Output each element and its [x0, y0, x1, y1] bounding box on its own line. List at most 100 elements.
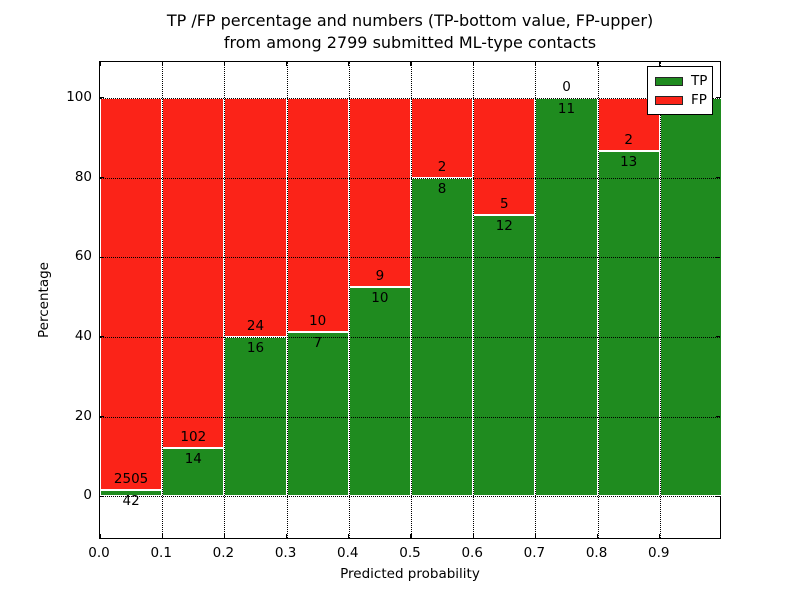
fp-count-label: 24 — [246, 317, 265, 334]
x-tick — [596, 534, 599, 538]
fp-bar — [224, 97, 287, 337]
tp-count-label: 7 — [313, 335, 322, 352]
tp-bar — [162, 448, 225, 497]
x-tick — [472, 534, 474, 538]
x-axis-label: Predicted probability — [340, 566, 480, 582]
x-tick-label: 0.0 — [88, 545, 110, 561]
x-tick-label: 0.2 — [212, 545, 235, 561]
fp-count-label: 2 — [624, 131, 633, 148]
x-tick — [348, 62, 350, 66]
fp-bar — [286, 97, 349, 333]
y-tick — [716, 256, 720, 258]
y-tick-label: 100 — [66, 88, 92, 105]
tp-bar — [659, 97, 722, 497]
tp-count-label: 16 — [246, 339, 265, 356]
tp-count-label: 13 — [620, 153, 638, 170]
x-tick — [99, 62, 101, 66]
vertical-gridline — [286, 62, 288, 538]
tp-bar — [100, 489, 163, 497]
legend-swatch-fp-icon — [655, 96, 683, 105]
vertical-gridline — [224, 62, 226, 538]
fp-bar — [473, 97, 536, 215]
x-tick-label: 0.3 — [274, 545, 297, 561]
legend-swatch-tp-icon — [655, 77, 683, 86]
x-tick — [223, 62, 226, 66]
fp-count-label: 2505 — [113, 470, 149, 487]
horizontal-gridline — [100, 97, 720, 99]
y-tick-label: 20 — [74, 407, 92, 424]
vertical-gridline — [162, 62, 164, 538]
y-tick-label: 80 — [74, 168, 92, 185]
tp-count-label: 12 — [495, 217, 513, 234]
x-tick — [410, 534, 412, 538]
fp-count-label: 0 — [562, 78, 571, 95]
y-tick-label: 60 — [74, 248, 92, 265]
tp-bar — [286, 332, 349, 497]
y-axis-label: Percentage — [36, 262, 52, 338]
plot-area: 250542102142416107910285120112137 — [99, 61, 722, 539]
fp-bar — [162, 97, 225, 449]
y-tick — [716, 97, 720, 99]
tp-count-label: 8 — [437, 180, 447, 197]
chart-title: TP /FP percentage and numbers (TP-bottom… — [99, 10, 721, 54]
fp-count-label: 2 — [437, 158, 447, 175]
tp-bar — [535, 97, 598, 497]
tp-count-label: 10 — [371, 289, 389, 306]
horizontal-gridline — [100, 496, 720, 498]
y-tick-label: 40 — [74, 327, 92, 344]
horizontal-gridline — [100, 336, 720, 338]
fp-bar — [100, 97, 163, 490]
y-tick — [100, 176, 104, 179]
y-tick — [100, 336, 104, 338]
fp-bar — [348, 97, 411, 287]
tp-bar — [348, 286, 411, 497]
horizontal-gridline — [100, 177, 720, 179]
x-tick-label: 0.5 — [399, 545, 421, 561]
y-tick — [716, 336, 720, 338]
y-tick — [716, 176, 720, 179]
x-tick — [534, 62, 537, 66]
fp-count-label: 5 — [500, 195, 509, 212]
y-tick — [100, 97, 104, 99]
horizontal-gridline — [100, 416, 720, 418]
x-tick — [99, 534, 101, 538]
x-tick — [161, 534, 163, 538]
x-tick — [285, 534, 288, 538]
legend-label-fp: FP — [691, 92, 707, 108]
y-tick — [100, 415, 104, 418]
x-tick — [285, 62, 288, 66]
x-tick-label: 0.7 — [523, 545, 546, 561]
x-tick — [472, 62, 474, 66]
vertical-gridline — [659, 62, 661, 538]
horizontal-gridline — [100, 257, 720, 259]
x-tick — [659, 62, 661, 66]
legend-label-tp: TP — [691, 73, 708, 89]
y-tick — [716, 415, 720, 418]
tp-count-label: 14 — [184, 451, 202, 468]
legend-item-fp: FP — [655, 91, 707, 110]
y-tick — [716, 495, 720, 497]
vertical-gridline — [411, 62, 412, 538]
x-tick-label: 0.8 — [585, 545, 608, 561]
x-tick — [348, 534, 350, 538]
y-tick-label: 0 — [83, 487, 92, 504]
x-tick-label: 0.9 — [648, 545, 670, 561]
x-tick — [410, 62, 412, 66]
vertical-gridline — [597, 62, 599, 538]
tp-bar — [597, 150, 660, 497]
y-tick — [100, 256, 104, 258]
x-tick — [161, 62, 163, 66]
x-tick-label: 0.6 — [461, 545, 483, 561]
legend: TP FP — [647, 66, 713, 115]
chart-title-line2: from among 2799 submitted ML-type contac… — [223, 33, 597, 52]
tp-count-label: 11 — [557, 100, 576, 117]
y-tick — [100, 495, 104, 497]
x-tick — [596, 62, 599, 66]
fp-count-label: 10 — [309, 313, 327, 330]
vertical-gridline — [473, 62, 475, 538]
tp-count-label: 42 — [122, 492, 140, 509]
x-tick-label: 0.1 — [150, 545, 172, 561]
x-tick — [659, 534, 661, 538]
chart-title-line1: TP /FP percentage and numbers (TP-bottom… — [166, 11, 654, 30]
